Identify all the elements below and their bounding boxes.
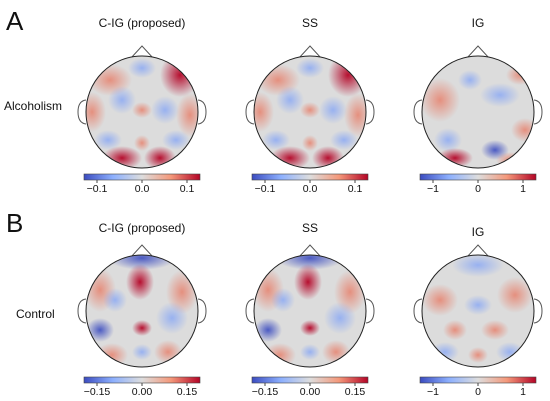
nose-icon (130, 45, 154, 59)
colorbar-b-cig (83, 376, 201, 386)
tick-label: 0 (475, 183, 481, 195)
colorbar-a-ss (251, 173, 369, 183)
panel-letter-a: A (6, 6, 24, 36)
row-label-alcoholism: Alcoholism (4, 99, 63, 113)
left-ear-icon (245, 99, 255, 125)
right-ear-icon (365, 298, 375, 324)
tick-label: 0.0 (134, 183, 150, 195)
nose-icon (298, 244, 322, 258)
topomap-b-cig (77, 244, 207, 368)
right-ear-icon (197, 298, 207, 324)
left-ear-icon (245, 298, 255, 324)
tick-label: 0 (475, 386, 481, 398)
tick-label: 0.15 (344, 386, 366, 398)
tick-label: 0.15 (176, 386, 198, 398)
right-ear-icon (365, 99, 375, 125)
title-b-cig: C-IG (proposed) (98, 221, 186, 235)
colorbar-b-ss (251, 376, 369, 386)
nose-icon (466, 244, 490, 258)
tick-label: −0.15 (251, 386, 279, 398)
tick-label: −0.15 (83, 386, 111, 398)
right-ear-icon (533, 298, 543, 324)
tick-label: 1 (520, 183, 526, 195)
tick-label: −0.1 (86, 183, 108, 195)
topomap-b-ss (245, 244, 375, 368)
tick-label: 1 (520, 386, 526, 398)
left-ear-icon (413, 99, 423, 125)
topomap-a-ig (413, 45, 543, 169)
title-a-ss: SS (301, 16, 318, 30)
topomap-a-ss (245, 45, 375, 169)
colorbar-b-ig (419, 376, 537, 386)
tick-label: 0.1 (179, 183, 195, 195)
left-ear-icon (77, 99, 87, 125)
tick-label: 0.00 (131, 386, 153, 398)
title-b-ig: IG (471, 225, 485, 239)
topomap-b-ig (413, 244, 543, 368)
title-b-ss: SS (301, 221, 318, 235)
panel-letter-b: B (6, 208, 24, 238)
right-ear-icon (197, 99, 207, 125)
colorbar-a-cig (83, 173, 201, 183)
tick-label: −1 (427, 386, 439, 398)
title-a-cig: C-IG (proposed) (98, 16, 186, 30)
colorbar-a-ig (419, 173, 537, 183)
tick-label: 0.1 (347, 183, 363, 195)
tick-label: −0.1 (254, 183, 276, 195)
topomap-a-cig (77, 45, 207, 169)
nose-icon (466, 45, 490, 59)
left-ear-icon (77, 298, 87, 324)
tick-label: 0.0 (302, 183, 318, 195)
nose-icon (130, 244, 154, 258)
tick-label: −1 (427, 183, 439, 195)
nose-icon (298, 45, 322, 59)
title-a-ig: IG (471, 16, 485, 30)
left-ear-icon (413, 298, 423, 324)
row-label-control: Control (16, 307, 55, 321)
tick-label: 0.00 (299, 386, 321, 398)
right-ear-icon (533, 99, 543, 125)
